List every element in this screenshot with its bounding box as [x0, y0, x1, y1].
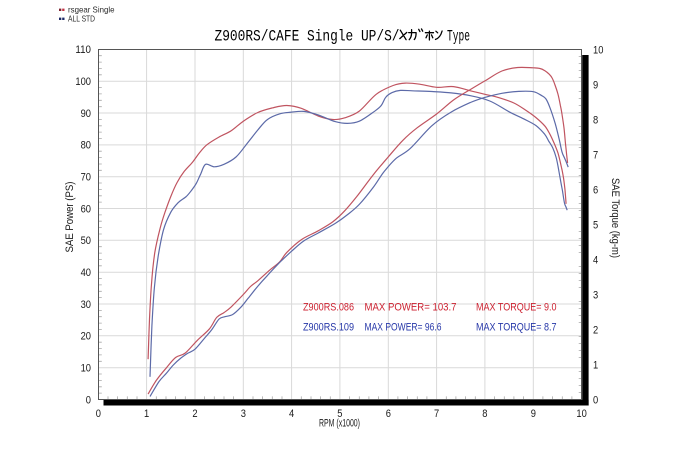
- svg-text:9: 9: [531, 408, 536, 420]
- svg-text:9: 9: [593, 79, 598, 91]
- svg-text:60: 60: [81, 203, 91, 215]
- svg-text:SAE Power (PS): SAE Power (PS): [64, 182, 76, 253]
- svg-text:1: 1: [593, 359, 598, 371]
- svg-text:3: 3: [241, 408, 246, 420]
- svg-text:MAX POWER= 103.7: MAX POWER= 103.7: [365, 301, 457, 313]
- svg-text:0: 0: [96, 408, 101, 420]
- svg-text:6: 6: [386, 408, 391, 420]
- svg-text:6: 6: [593, 184, 598, 196]
- svg-text:ALL STD: ALL STD: [68, 13, 95, 23]
- svg-text:10: 10: [576, 408, 586, 420]
- svg-text:5: 5: [337, 408, 342, 420]
- svg-text:MAX TORQUE= 9.0: MAX TORQUE= 9.0: [476, 301, 557, 313]
- svg-text:SAE Torque (kg-m): SAE Torque (kg-m): [609, 178, 621, 258]
- svg-text:8: 8: [593, 114, 598, 126]
- svg-text:10: 10: [81, 363, 91, 375]
- svg-text:2: 2: [593, 324, 598, 336]
- svg-text:20: 20: [81, 331, 91, 343]
- svg-text:MAX POWER= 96.6: MAX POWER= 96.6: [365, 322, 442, 334]
- svg-text:7: 7: [593, 149, 598, 161]
- svg-text:50: 50: [81, 235, 91, 247]
- svg-text:Type: Type: [447, 28, 470, 46]
- svg-text:10: 10: [593, 44, 603, 56]
- svg-text:rsgear Single: rsgear Single: [68, 4, 115, 14]
- svg-text:Z900RS.109: Z900RS.109: [303, 322, 354, 334]
- svg-text:4: 4: [289, 408, 294, 420]
- svg-text:MAX TORQUE= 8.7: MAX TORQUE= 8.7: [476, 322, 557, 334]
- svg-text:7: 7: [434, 408, 439, 420]
- svg-text:8: 8: [482, 408, 487, 420]
- svg-text:Z900RS.086: Z900RS.086: [303, 301, 354, 313]
- svg-text:4: 4: [593, 254, 598, 266]
- svg-text:100: 100: [75, 76, 91, 88]
- svg-text:80: 80: [81, 140, 91, 152]
- svg-text:90: 90: [81, 108, 91, 120]
- svg-text:40: 40: [81, 267, 91, 279]
- svg-text:30: 30: [81, 299, 91, 311]
- svg-text:0: 0: [86, 394, 91, 406]
- svg-text:2: 2: [192, 408, 197, 420]
- svg-text:110: 110: [75, 44, 91, 56]
- svg-text:1: 1: [144, 408, 149, 420]
- svg-text:5: 5: [593, 219, 598, 231]
- svg-text:RPM (x1000): RPM (x1000): [319, 418, 360, 430]
- svg-text:Z900RS/CAFE Single UP/S/: Z900RS/CAFE Single UP/S/: [215, 28, 400, 46]
- svg-text:0: 0: [593, 394, 598, 406]
- svg-text:3: 3: [593, 289, 598, 301]
- svg-text:70: 70: [81, 172, 91, 184]
